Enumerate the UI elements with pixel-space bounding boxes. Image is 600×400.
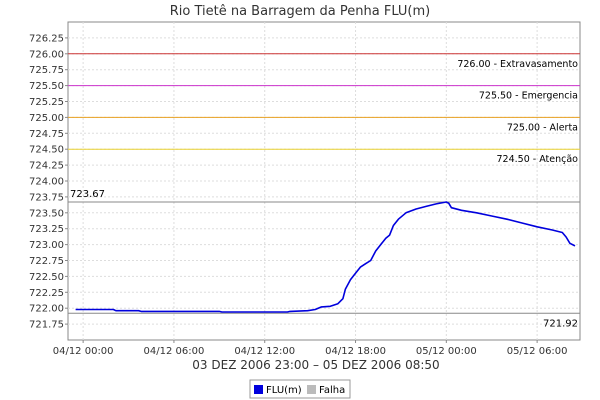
x-tick-label: 04/12 12:00 [234,346,295,357]
legend-label-falha: Falha [319,385,345,396]
y-tick-label: 725.00 [29,113,64,124]
y-tick-label: 722.00 [29,304,64,315]
x-ticks: 04/12 00:00 04/12 06:00 04/12 12:00 04/12 1… [53,340,568,357]
legend-swatch-flu [254,385,263,394]
chart-title: Rio Tietê na Barragem da Penha FLU(m) [170,4,431,19]
y-tick-label: 723.00 [29,240,64,251]
y-tick-label: 726.25 [29,33,64,44]
y-tick-label: 722.50 [29,272,64,283]
x-tick-label: 04/12 00:00 [53,346,114,357]
threshold-label: 724.50 - Atenção [497,154,579,165]
legend-swatch-falha [307,385,316,394]
series [75,201,576,313]
threshold-label: 726.00 - Extravasamento [457,59,578,70]
y-tick-label: 723.50 [29,208,64,219]
y-ticks: 721.75 722.00 722.25 722.50 722.75 723.00 723.… [29,33,68,331]
threshold-lines: 726.00 - Extravasamento 725.50 - Emergenc… [68,53,580,165]
y-tick-label: 725.75 [29,65,64,76]
reference-label: 721.92 [543,318,578,329]
y-tick-label: 723.25 [29,224,64,235]
y-tick-label: 722.25 [29,288,64,299]
x-tick-label: 05/12 06:00 [507,346,568,357]
y-tick-label: 723.75 [29,192,64,203]
threshold-label: 725.00 - Alerta [507,122,578,133]
y-tick-label: 721.75 [29,320,64,331]
reference-lines: 723.67 721.92 [68,189,580,329]
x-tick-label: 04/12 18:00 [325,346,386,357]
series-line-flu [75,201,576,313]
x-tick-label: 04/12 06:00 [144,346,205,357]
y-tick-label: 726.00 [29,49,64,60]
y-tick-label: 725.50 [29,81,64,92]
y-tick-label: 724.25 [29,161,64,172]
reference-label: 723.67 [70,189,105,200]
y-tick-label: 725.25 [29,97,64,108]
x-tick-label: 05/12 00:00 [416,346,477,357]
legend-label-flu: FLU(m) [266,385,302,396]
legend-box [249,379,351,399]
legend: FLU(m) Falha [249,379,351,399]
x-axis-label: 03 DEZ 2006 23:00 – 05 DEZ 2006 08:50 [192,358,439,372]
y-tick-label: 724.50 [29,145,64,156]
y-tick-label: 724.00 [29,177,64,188]
y-tick-label: 722.75 [29,256,64,267]
threshold-label: 725.50 - Emergencia [479,91,578,102]
y-tick-label: 724.75 [29,129,64,140]
